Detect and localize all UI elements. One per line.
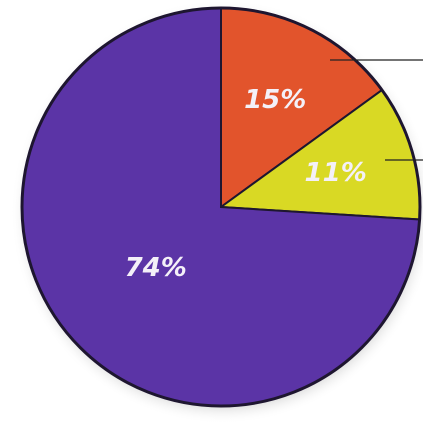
value-label: 15% xyxy=(244,85,306,115)
pie-outline xyxy=(20,6,422,408)
value-label: 11% xyxy=(305,158,367,188)
pie xyxy=(21,6,421,407)
value-label: 74% xyxy=(125,253,187,283)
